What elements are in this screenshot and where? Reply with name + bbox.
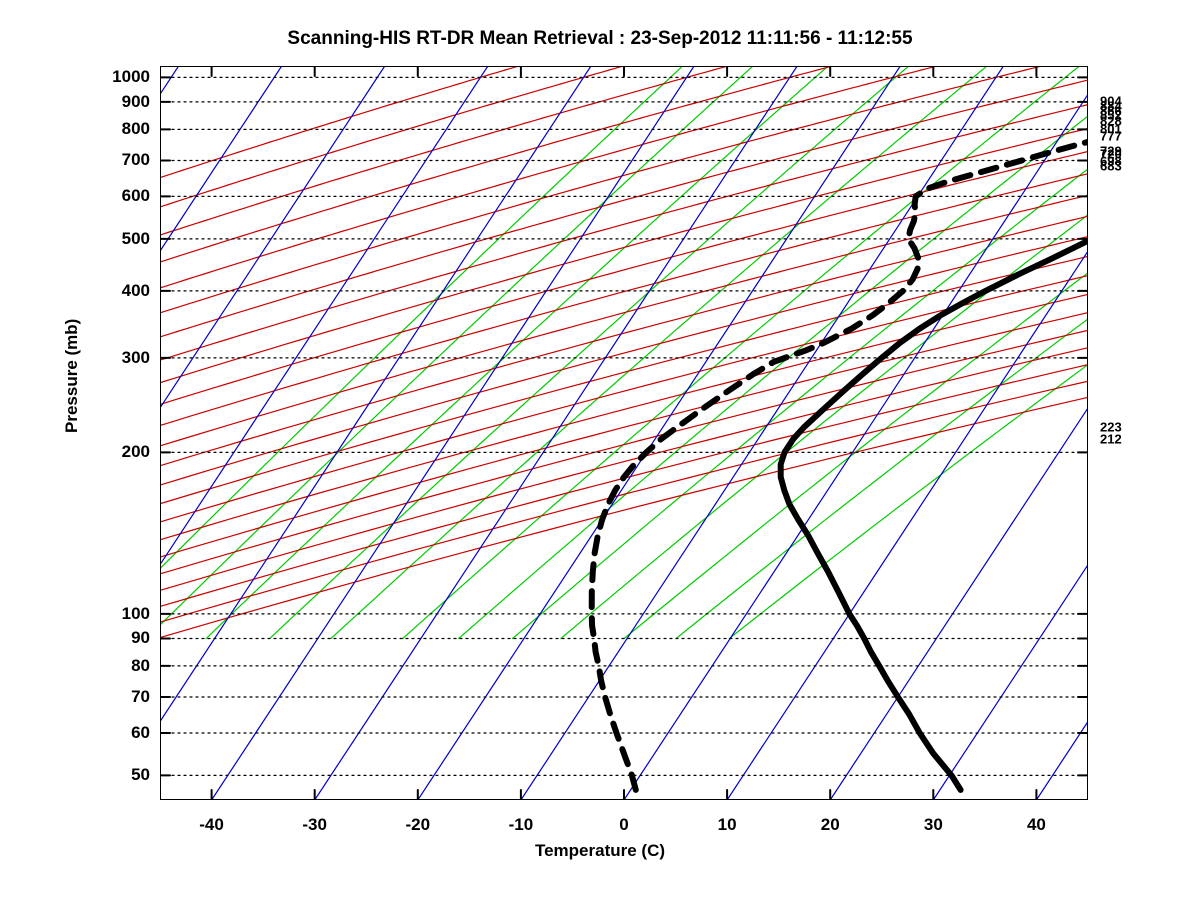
x-tick-label-10: 10 bbox=[717, 815, 737, 834]
y-tick-label-300: 300 bbox=[121, 347, 150, 367]
level-label-223: 223 bbox=[1100, 419, 1122, 435]
sounding-profiles bbox=[588, 138, 1088, 793]
dry-adiabat-lines bbox=[160, 66, 1088, 639]
y-tick-label-60: 60 bbox=[131, 722, 150, 742]
isobar-gridlines bbox=[160, 76, 1088, 776]
y-tick-label-1000: 1000 bbox=[112, 67, 150, 87]
level-label-904: 904 bbox=[1100, 93, 1122, 109]
level-label-683: 683 bbox=[1100, 158, 1122, 174]
y-tick-label-600: 600 bbox=[121, 186, 150, 206]
axis-tick-marks bbox=[160, 66, 1088, 800]
level-label-720: 720 bbox=[1100, 146, 1122, 162]
y-tick-label-80: 80 bbox=[131, 655, 150, 675]
skewt-plot bbox=[160, 66, 1088, 800]
x-tick-label-neg10: -10 bbox=[508, 815, 534, 834]
y-tick-label-70: 70 bbox=[131, 687, 150, 707]
y-tick-label-90: 90 bbox=[131, 628, 150, 648]
page-title: Scanning-HIS RT-DR Mean Retrieval : 23-S… bbox=[287, 28, 913, 49]
x-tick-label-40: 40 bbox=[1026, 815, 1046, 834]
level-label-777: 777 bbox=[1100, 128, 1122, 144]
x-tick-label-neg30: -30 bbox=[302, 815, 327, 834]
level-label-212: 212 bbox=[1100, 431, 1122, 447]
level-label-884: 884 bbox=[1100, 98, 1122, 114]
x-tick-label-0: 0 bbox=[619, 815, 629, 834]
level-label-801: 801 bbox=[1100, 121, 1122, 137]
level-label-729: 729 bbox=[1100, 143, 1122, 159]
x-tick-label-neg40: -40 bbox=[199, 815, 224, 834]
plot-background bbox=[160, 66, 1088, 800]
level-label-698: 698 bbox=[1100, 153, 1122, 169]
profile-dewpoint bbox=[588, 138, 1088, 793]
x-tick-label-20: 20 bbox=[820, 815, 840, 834]
y-tick-label-500: 500 bbox=[121, 228, 150, 248]
y-tick-label-400: 400 bbox=[121, 280, 150, 300]
x-tick-label-neg20: -20 bbox=[405, 815, 431, 834]
y-tick-label-100: 100 bbox=[121, 603, 150, 623]
y-tick-label-800: 800 bbox=[121, 119, 150, 139]
y-tick-label-50: 50 bbox=[131, 765, 150, 785]
x-axis-label: Temperature (C) bbox=[534, 841, 666, 860]
x-tick-label-30: 30 bbox=[923, 815, 943, 834]
y-axis-label: Pressure (mb) bbox=[62, 318, 81, 433]
level-label-828: 828 bbox=[1100, 113, 1122, 129]
y-tick-label-200: 200 bbox=[121, 442, 150, 462]
level-label-866: 866 bbox=[1100, 103, 1122, 119]
plot-area bbox=[160, 66, 1088, 800]
profile-temperature bbox=[777, 237, 1088, 793]
y-tick-label-900: 900 bbox=[121, 91, 150, 111]
level-label-852: 852 bbox=[1100, 107, 1122, 123]
y-tick-label-700: 700 bbox=[121, 150, 150, 170]
